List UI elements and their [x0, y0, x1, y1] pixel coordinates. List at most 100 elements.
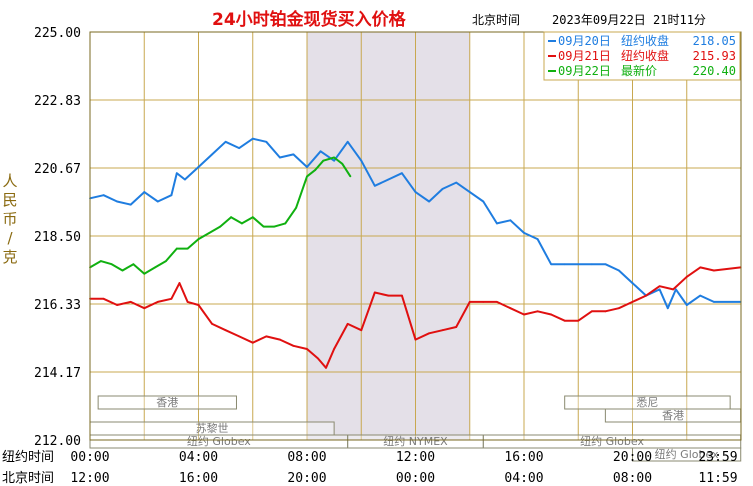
legend-value: 218.05 — [693, 34, 736, 48]
data-point — [154, 266, 157, 269]
y-axis-label-char: 人 — [2, 172, 17, 190]
legend-entry: 09月21日 纽约收盘 215.93 — [548, 48, 736, 63]
data-point — [238, 147, 241, 150]
data-point — [495, 301, 498, 303]
data-point — [219, 225, 222, 228]
data-point — [333, 348, 336, 350]
data-point — [666, 307, 669, 310]
data-point — [211, 322, 213, 325]
data-point — [536, 310, 539, 313]
y-axis-label: 人民币/克 — [2, 172, 17, 266]
y-tick-label: 222.83 — [34, 94, 81, 109]
y-axis-label-char: / — [7, 229, 13, 247]
data-point — [251, 216, 254, 219]
legend-date: 09月20日 — [558, 34, 611, 48]
data-point — [121, 269, 124, 272]
data-point — [143, 272, 146, 275]
data-point — [618, 307, 620, 310]
legend-date: 09月21日 — [558, 49, 611, 63]
data-point — [712, 269, 715, 272]
series-1 — [89, 137, 742, 310]
market-session-label: 纽约 Globex — [655, 447, 719, 461]
data-point — [278, 338, 281, 341]
data-point — [186, 247, 189, 250]
x-tick-label-bj: 16:00 — [179, 471, 218, 486]
data-point — [170, 194, 173, 197]
data-point — [631, 282, 634, 284]
data-point — [523, 231, 525, 234]
data-point — [341, 162, 344, 165]
data-point — [143, 191, 146, 193]
data-point — [428, 332, 430, 335]
data-point — [699, 266, 702, 269]
data-point — [672, 288, 675, 291]
data-point — [563, 319, 566, 322]
data-point — [675, 288, 677, 291]
legend-value: 220.40 — [693, 64, 736, 78]
data-point — [604, 263, 607, 266]
data-point — [360, 159, 363, 162]
legend-entry: 09月22日 最新价 220.40 — [548, 63, 736, 78]
data-point — [509, 219, 512, 222]
data-point — [550, 313, 553, 316]
data-point — [156, 200, 159, 203]
data-point — [186, 301, 189, 303]
data-point — [306, 166, 308, 168]
data-point — [550, 263, 553, 266]
data-point — [262, 225, 265, 228]
x-tick-label-ny: 08:00 — [287, 450, 326, 465]
data-point — [563, 263, 566, 266]
data-point — [590, 310, 593, 313]
y-tick-label: 216.33 — [34, 298, 81, 313]
chart-grid — [89, 31, 742, 441]
data-point — [536, 238, 539, 241]
data-point — [455, 326, 458, 328]
data-point — [441, 188, 444, 190]
market-session-label: 纽约 NYMEX — [383, 434, 448, 448]
data-point — [333, 156, 336, 159]
data-point — [349, 175, 352, 178]
market-session-label: 香港 — [662, 409, 684, 422]
x-tick-label-ny: 20:00 — [613, 450, 652, 465]
data-point — [292, 153, 295, 156]
data-point — [325, 366, 327, 369]
data-point — [292, 344, 295, 347]
data-point — [129, 301, 132, 303]
legend-desc: 最新价 — [621, 63, 657, 78]
data-point — [482, 301, 485, 303]
data-point — [184, 178, 186, 181]
market-session-label: 悉尼 — [636, 396, 658, 409]
data-point — [116, 200, 119, 203]
data-point — [156, 301, 159, 303]
market-session-label: 纽约 Globex — [187, 434, 251, 448]
data-point — [230, 216, 232, 219]
data-point — [577, 263, 580, 266]
x-tick-label-bj: 11:59 — [698, 471, 737, 486]
x-tick-label-bj: 12:00 — [70, 471, 109, 486]
y-axis-label-char: 民 — [2, 191, 17, 209]
data-point — [238, 335, 241, 338]
data-point — [468, 191, 471, 193]
data-point — [401, 294, 403, 297]
data-point — [387, 178, 390, 181]
data-point — [590, 263, 593, 266]
x-tick-label-ny: 04:00 — [179, 450, 218, 465]
legend-entry: 09月20日 纽约收盘 218.05 — [548, 33, 736, 48]
y-axis-label-char: 币 — [2, 210, 17, 228]
data-point — [265, 335, 268, 338]
data-point — [482, 200, 485, 203]
data-point — [132, 263, 135, 266]
legend-value: 215.93 — [693, 49, 736, 63]
data-point — [273, 225, 276, 228]
data-point — [175, 247, 178, 250]
data-point — [102, 194, 105, 197]
data-point — [373, 184, 376, 187]
data-point — [468, 301, 471, 303]
data-point — [699, 294, 702, 297]
y-tick-labels: 225.00 222.83 220.67 218.50 216.33 214.17 212.… — [34, 26, 81, 449]
data-point — [197, 238, 200, 241]
data-point — [211, 153, 213, 156]
chart-title: 24小时铂金现货买入价格 — [212, 9, 407, 30]
